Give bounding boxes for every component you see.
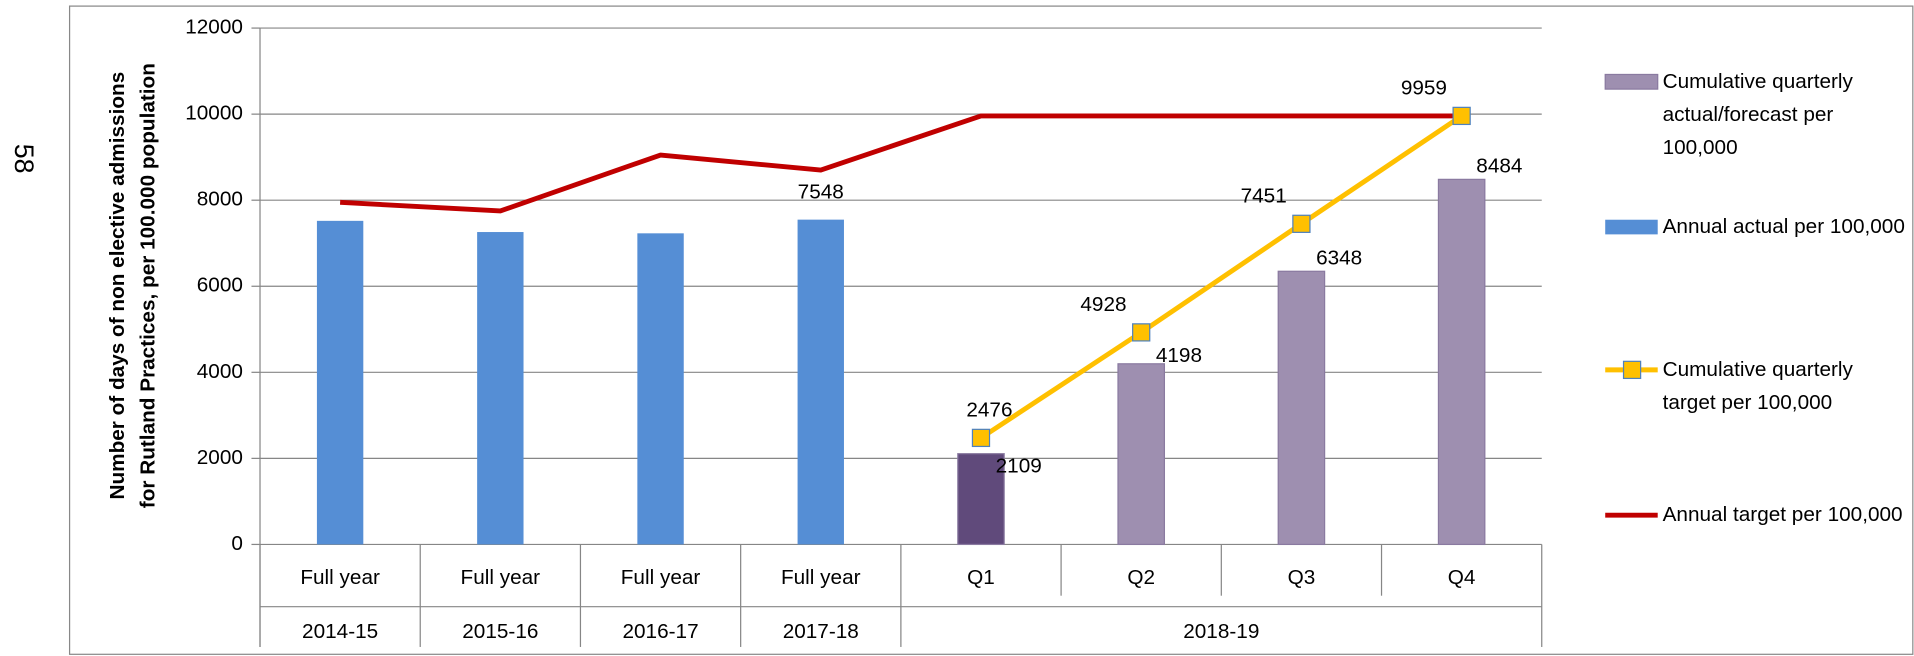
data-label: 8484 [1476,155,1522,178]
bar [1117,363,1166,546]
marker [1292,214,1311,233]
legend-label: Annual target per 100,000 [1662,502,1903,527]
x-tick-label: Full year [461,566,541,589]
x-group-label: 2014-15 [302,620,378,643]
x-tick-label: Q2 [1127,566,1155,589]
legend-label: Cumulative quarterly actual/forecast per… [1662,69,1853,159]
y-tick-label: 0 [231,532,243,555]
x-group-label: 2015-16 [462,620,538,643]
x-tick-label: Q1 [967,566,995,589]
bar [1277,270,1326,546]
marker [1132,323,1151,342]
data-label: 7548 [798,180,844,203]
legend-swatch [1605,219,1658,235]
legend-swatch [1604,73,1659,90]
data-label: 4928 [1080,293,1126,316]
page-number: 58 [9,144,39,174]
data-label: 6348 [1316,247,1362,270]
y-tick-label: 4000 [197,360,243,383]
marker [1452,106,1471,126]
line [339,113,1462,214]
y-axis-label: Number of days of non elective admission… [106,72,129,500]
data-label: 7451 [1241,184,1287,207]
bar [1437,178,1486,546]
bar [957,453,1005,546]
bar [797,219,844,545]
y-axis-label: for Rutland Practices, per 100.000 popul… [136,63,159,508]
x-tick-label: Full year [621,566,701,589]
x-tick-label: Q4 [1448,566,1476,589]
marker [971,428,991,448]
y-tick-label: 12000 [185,16,243,39]
y-tick-label: 10000 [185,102,243,125]
data-label: 2109 [996,455,1042,478]
bar [477,232,524,545]
x-tick-label: Full year [300,566,380,589]
data-label: 4198 [1156,344,1202,367]
data-label: 9959 [1401,77,1447,100]
x-tick-label: Q3 [1288,566,1316,589]
bar [316,220,364,545]
bar [637,233,684,545]
x-group-label: 2016-17 [622,620,698,643]
y-tick-label: 8000 [197,188,243,211]
y-tick-label: 2000 [197,446,243,469]
line [979,113,1464,440]
legend-label: Cumulative quarterly target per 100,000 [1662,357,1853,414]
x-tick-label: Full year [781,566,861,589]
data-label: 2476 [966,399,1012,422]
legend-label: Annual actual per 100,000 [1662,214,1905,239]
x-group-label: 2018-19 [1183,620,1259,643]
chart-frame [68,5,1914,655]
legend-marker [1622,360,1642,380]
y-tick-label: 6000 [197,274,243,297]
x-group-label: 2017-18 [783,620,859,643]
